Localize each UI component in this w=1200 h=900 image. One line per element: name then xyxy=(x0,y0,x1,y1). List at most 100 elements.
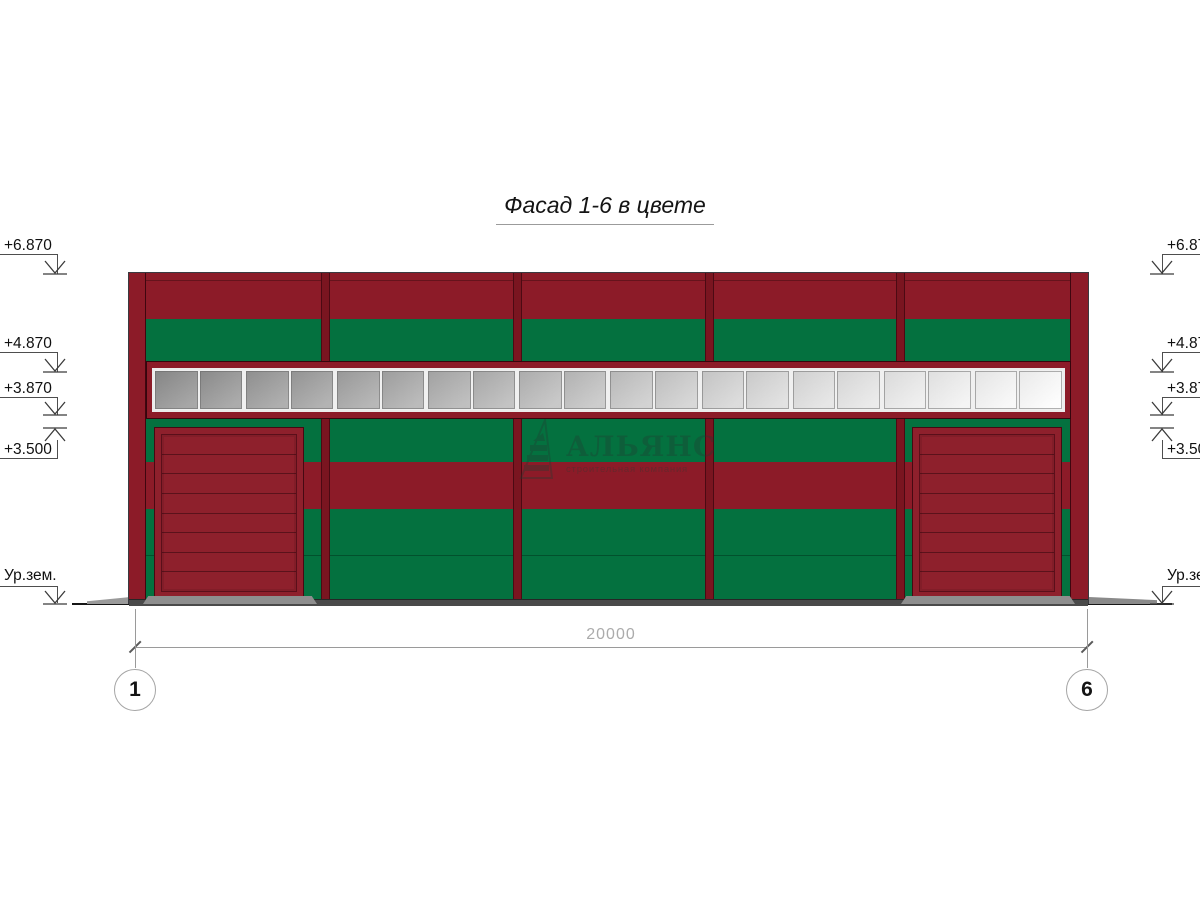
elevation-value: +3.870 xyxy=(1167,380,1200,397)
door-panel xyxy=(920,435,1054,455)
window-pane xyxy=(289,370,335,410)
leader-riser xyxy=(1162,352,1163,372)
leader-line xyxy=(0,397,58,398)
facade-band-red-top xyxy=(146,273,1070,319)
window-pane xyxy=(334,370,381,410)
elevation-value: +6.870 xyxy=(1167,237,1200,254)
dimension-line xyxy=(135,647,1087,648)
window-pane xyxy=(789,370,837,410)
level-arrow-down-icon xyxy=(43,260,67,275)
window-pane xyxy=(516,370,563,410)
elevation-value: +4.870 xyxy=(4,335,52,352)
door-panel xyxy=(920,553,1054,573)
window-pane xyxy=(198,370,244,410)
level-arrow-down-icon xyxy=(1150,358,1174,373)
extension-line-left xyxy=(135,609,136,668)
window-pane xyxy=(1018,370,1063,410)
leader-riser xyxy=(1162,586,1163,603)
door-leaf xyxy=(161,434,297,592)
elevation-value: Ур.зем. xyxy=(4,567,57,584)
door-panel xyxy=(162,455,296,475)
facade-band-green-upper xyxy=(146,319,1070,361)
door-ramp-left xyxy=(143,596,317,604)
level-arrow-down-icon xyxy=(1150,590,1174,605)
window-pane xyxy=(836,370,881,410)
elevation-value: Ур.зем. xyxy=(1167,567,1200,584)
window-pane xyxy=(380,370,426,410)
door-panel xyxy=(162,514,296,534)
door-panel xyxy=(920,494,1054,514)
title-row: Фасад 1-6 в цвете xyxy=(0,192,1200,225)
window-pane xyxy=(880,370,928,410)
window-pane xyxy=(425,370,472,410)
door-panel xyxy=(920,514,1054,534)
level-arrow-down-icon xyxy=(43,590,67,605)
level-arrow-up-icon xyxy=(1150,427,1174,442)
leader-riser xyxy=(57,254,58,274)
sectional-door-left xyxy=(154,427,304,599)
leader-riser xyxy=(1162,397,1163,415)
window-pane xyxy=(698,370,746,410)
leader-line xyxy=(1162,397,1200,398)
door-panel xyxy=(162,553,296,573)
level-arrow-up-icon xyxy=(43,427,67,442)
elevation-value: +3.500 xyxy=(4,441,52,458)
window-pane xyxy=(243,370,290,410)
leader-riser xyxy=(57,440,58,458)
elevation-value: +6.870 xyxy=(4,237,52,254)
door-panel xyxy=(920,455,1054,475)
ribbon-window-band xyxy=(146,361,1071,419)
elevation-value: +3.870 xyxy=(4,380,52,397)
ground-ramp-right xyxy=(1089,597,1157,604)
level-arrow-down-icon xyxy=(1150,401,1174,416)
facade-mullion xyxy=(896,273,905,599)
sectional-door-right xyxy=(912,427,1062,599)
door-panel xyxy=(920,474,1054,494)
level-arrow-down-icon xyxy=(1150,260,1174,275)
elevation-value: +4.870 xyxy=(1167,335,1200,352)
ground-ramp-left xyxy=(87,597,130,604)
window-pane xyxy=(927,370,972,410)
axis-bubble-1: 1 xyxy=(114,669,156,711)
glazing-strip xyxy=(152,368,1065,412)
leader-line xyxy=(1162,352,1200,353)
leader-riser xyxy=(57,352,58,372)
window-pane xyxy=(562,370,608,410)
panel-joint xyxy=(146,555,1070,556)
elevation-value: +3.500 xyxy=(1167,441,1200,458)
leader-line xyxy=(1162,458,1200,459)
leader-line xyxy=(0,586,58,587)
window-pane xyxy=(471,370,517,410)
leader-line xyxy=(0,254,58,255)
axis-number: 1 xyxy=(129,678,141,701)
watermark-text: АЛЬЯНС строительная компания xyxy=(566,419,716,481)
leader-riser xyxy=(57,397,58,415)
page-title: Фасад 1-6 в цвете xyxy=(496,192,714,225)
window-pane xyxy=(971,370,1019,410)
window-pane xyxy=(607,370,655,410)
leader-riser xyxy=(1162,254,1163,274)
company-watermark: АЛЬЯНС строительная компания xyxy=(519,419,716,481)
dimension-value: 20000 xyxy=(586,626,636,643)
door-panel xyxy=(162,494,296,514)
corner-pilaster-right xyxy=(1070,273,1088,599)
level-arrow-down-icon xyxy=(43,358,67,373)
facade-mullion xyxy=(321,273,330,599)
leader-riser xyxy=(57,586,58,603)
door-panel xyxy=(162,572,296,591)
leader-line xyxy=(0,352,58,353)
alliance-logo-icon xyxy=(519,419,554,479)
facade xyxy=(128,272,1089,606)
door-panel xyxy=(920,572,1054,591)
door-panel xyxy=(162,435,296,455)
door-panel xyxy=(162,533,296,553)
facade-mullion xyxy=(705,273,714,599)
leader-line xyxy=(1162,254,1200,255)
door-panel xyxy=(920,533,1054,553)
facade-mullion xyxy=(513,273,522,599)
door-leaf xyxy=(919,434,1055,592)
watermark-company-name: АЛЬЯНС xyxy=(566,430,717,463)
plinth-strip xyxy=(129,599,1088,606)
axis-number: 6 xyxy=(1081,678,1093,701)
